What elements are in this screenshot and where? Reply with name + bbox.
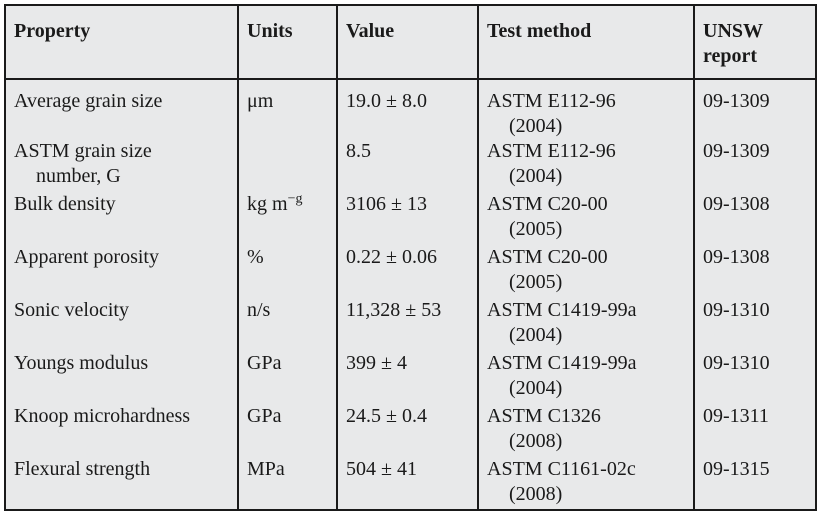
cell-value: 24.5 ± 0.4	[336, 404, 478, 457]
cell-test-method: ASTM C1419-99a (2004)	[477, 351, 694, 404]
cell-value: 504 ± 41	[336, 457, 478, 510]
table-row: Bulk density kg m−g 3106 ± 13 ASTM C20-00 (2…	[6, 192, 815, 245]
header-property: Property	[6, 6, 238, 80]
cell-value: 11,328 ± 53	[336, 298, 478, 351]
cell-unsw-report: 09-1308	[693, 245, 815, 298]
cell-value: 3106 ± 13	[336, 192, 478, 245]
cell-units: n/s	[237, 298, 337, 351]
units-superscript: −g	[287, 191, 303, 207]
cell-test-method: ASTM C1419-99a (2004)	[477, 298, 694, 351]
table-row: Knoop microhardness GPa 24.5 ± 0.4 ASTM C13…	[6, 404, 815, 457]
header-row: Property Units Value Test method UNSW rep…	[6, 6, 815, 80]
properties-table-frame: Property Units Value Test method UNSW rep…	[4, 4, 817, 511]
header-unsw-report: UNSW report	[693, 6, 815, 80]
header-unsw-report-line1: UNSW	[703, 20, 764, 42]
table-row: Sonic velocity n/s 11,328 ± 53 ASTM C1419-9…	[6, 298, 815, 351]
cell-unsw-report: 09-1310	[693, 298, 815, 351]
property-line1: Average grain size	[14, 90, 163, 112]
table-body: Average grain size μm 19.0 ± 8.0 ASTM E112-…	[6, 79, 815, 510]
cell-property: Average grain size	[6, 79, 238, 139]
cell-unsw-report: 09-1310	[693, 351, 815, 404]
method-line1: ASTM C1326	[487, 405, 601, 427]
cell-property: Flexural strength	[6, 457, 238, 510]
method-line1: ASTM C1419-99a	[487, 352, 637, 374]
cell-units	[237, 139, 337, 192]
cell-units: kg m−g	[237, 191, 337, 245]
cell-test-method: ASTM E112-96 (2004)	[477, 79, 694, 139]
cell-value: 0.22 ± 0.06	[336, 245, 478, 298]
header-test-method: Test method	[477, 6, 694, 80]
cell-value: 19.0 ± 8.0	[336, 79, 478, 139]
method-line2: (2005)	[509, 218, 563, 240]
property-line1: Youngs modulus	[14, 352, 149, 374]
method-line2: (2004)	[509, 165, 563, 187]
cell-property: Sonic velocity	[6, 298, 238, 351]
cell-units: GPa	[237, 351, 337, 404]
units-base: kg m	[247, 193, 288, 215]
cell-property: Apparent porosity	[6, 245, 238, 298]
cell-unsw-report: 09-1311	[693, 404, 815, 457]
cell-value: 399 ± 4	[336, 351, 478, 404]
cell-test-method: ASTM C20-00 (2005)	[477, 245, 694, 298]
method-line1: ASTM E112-96	[487, 90, 616, 112]
method-line2: (2008)	[509, 483, 563, 505]
header-units: Units	[237, 6, 337, 80]
cell-units: MPa	[237, 457, 337, 510]
property-line2: number, G	[36, 165, 121, 187]
method-line1: ASTM C20-00	[487, 246, 608, 268]
cell-test-method: ASTM C1326 (2008)	[477, 404, 694, 457]
table-row: Average grain size μm 19.0 ± 8.0 ASTM E112-…	[6, 79, 815, 139]
method-line2: (2004)	[509, 115, 563, 137]
table-row: Apparent porosity% 0.22 ± 0.06 ASTM C20-00…	[6, 245, 815, 298]
property-line1: ASTM grain size	[14, 140, 152, 162]
table-row: ASTM grain size number, G 8.5 ASTM E112-96 (…	[6, 139, 815, 192]
method-line2: (2004)	[509, 324, 563, 346]
method-line2: (2004)	[509, 377, 563, 399]
cell-unsw-report: 09-1308	[693, 192, 815, 245]
cell-property: Bulk density	[6, 192, 238, 245]
method-line1: ASTM C1419-99a	[487, 299, 637, 321]
method-line2: (2005)	[509, 271, 563, 293]
cell-test-method: ASTM E112-96 (2004)	[477, 139, 694, 192]
cell-test-method: ASTM C1161-02c (2008)	[477, 457, 694, 510]
table-row: Flexural strength MPa 504 ± 41 ASTM C1161-0…	[6, 457, 815, 510]
cell-units: μm	[237, 79, 337, 139]
property-line1: Flexural strength	[14, 458, 151, 480]
cell-unsw-report: 09-1315	[693, 457, 815, 510]
cell-units: GPa	[237, 404, 337, 457]
property-line1: Knoop microhardness	[14, 405, 191, 427]
cell-property: ASTM grain size number, G	[6, 139, 238, 192]
cell-property: Youngs modulus	[6, 351, 238, 404]
method-line1: ASTM E112-96	[487, 140, 616, 162]
cell-units: %	[237, 245, 337, 298]
property-line1: Bulk density	[14, 193, 116, 215]
cell-value: 8.5	[336, 139, 478, 192]
method-line1: ASTM C20-00	[487, 193, 608, 215]
property-line1: Apparent porosity	[14, 246, 159, 268]
method-line1: ASTM C1161-02c	[487, 458, 636, 480]
header-unsw-report-line2: report	[703, 45, 758, 67]
cell-property: Knoop microhardness	[6, 404, 238, 457]
property-line1: Sonic velocity	[14, 299, 129, 321]
properties-table: Property Units Value Test method UNSW rep…	[6, 6, 815, 510]
header-value: Value	[336, 6, 478, 80]
cell-unsw-report: 09-1309	[693, 139, 815, 192]
cell-unsw-report: 09-1309	[693, 79, 815, 139]
cell-test-method: ASTM C20-00 (2005)	[477, 192, 694, 245]
table-row: Youngs modulus GPa 399 ± 4 ASTM C1419-99a (2…	[6, 351, 815, 404]
method-line2: (2008)	[509, 430, 563, 452]
